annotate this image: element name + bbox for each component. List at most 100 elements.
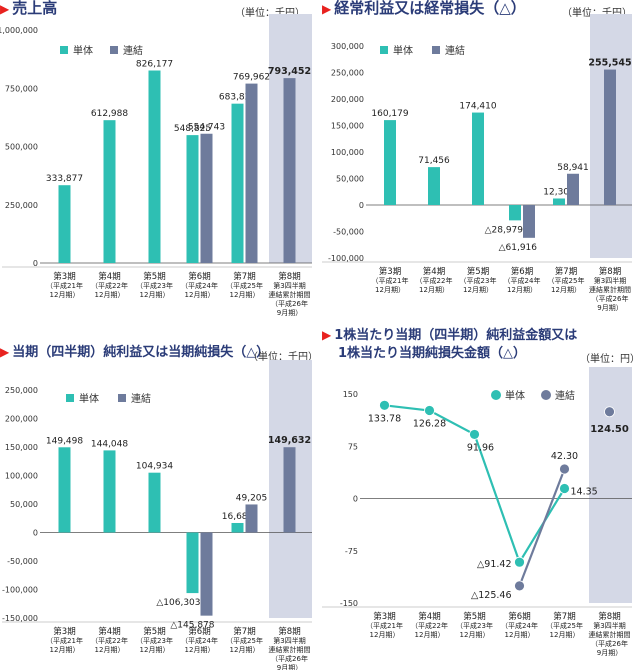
x-tick-label: 連結累計期間 — [269, 290, 311, 299]
x-tick-label: 第3期 — [53, 271, 75, 282]
x-tick-label: 第4期 — [418, 611, 440, 622]
data-label: 16,687 — [222, 512, 254, 522]
bar-consolidated — [200, 532, 213, 616]
data-label: 548,825 — [174, 124, 211, 134]
x-tick-label: 第8期 — [278, 271, 300, 282]
x-tick-label: 第6期 — [188, 626, 210, 637]
y-tick-label: 200,000 — [331, 95, 364, 104]
x-tick-label: 12月期） — [230, 646, 260, 654]
x-tick-label: （平成21年 — [46, 281, 83, 290]
x-tick-label: （平成26年 — [271, 654, 308, 663]
panel-sales: ▶ 売上高 （単位：千円） 0 250,000 500,000 750,000 1,000… — [0, 0, 318, 335]
x-tick-label: （平成24年 — [504, 276, 541, 285]
point-single — [514, 556, 525, 568]
x-tick-label: 9月期） — [597, 649, 622, 657]
legend-label-single: 単体 — [505, 389, 525, 402]
x-tick-label: （平成22年 — [411, 621, 448, 630]
legend-label-consolidated: 連結 — [131, 392, 151, 405]
x-tick-label: 12月期） — [550, 631, 580, 639]
legend-swatch-consolidated — [432, 46, 440, 54]
x-tick-label: 連結累計期間 — [269, 645, 311, 654]
data-label: 91.96 — [467, 442, 494, 453]
x-tick-label: （平成22年 — [416, 276, 453, 285]
x-tick-label: 12月期） — [140, 646, 170, 654]
bar-consolidated — [200, 133, 213, 263]
x-tick-label: 12月期） — [375, 286, 405, 294]
x-tick-label: 12月期） — [50, 291, 80, 299]
data-label: △145,878 — [170, 621, 214, 631]
x-tick-label: 第3四半期 — [273, 636, 305, 645]
y-tick-label: 300,000 — [331, 42, 364, 51]
x-tick-label: 連結累計期間 — [589, 630, 631, 639]
y-tick-label: -50,000 — [333, 228, 364, 237]
legend-label-consolidated: 連結 — [555, 389, 575, 402]
x-tick-label: 9月期） — [597, 304, 622, 312]
point-consolidated — [514, 580, 525, 592]
point-consolidated — [559, 463, 570, 475]
data-label: 49,205 — [236, 493, 268, 503]
triangle-marker-icon: ▶ — [322, 2, 332, 16]
point-single — [379, 399, 390, 411]
unit-label: （単位：千円） — [562, 8, 632, 19]
x-tick-label: 第3四半期 — [273, 281, 305, 290]
bar-consolidated — [604, 69, 616, 205]
x-tick-label: 12月期） — [551, 286, 581, 294]
x-tick-label: （平成23年 — [460, 276, 497, 285]
bar-consolidated — [283, 78, 296, 263]
x-tick-label: 第7期 — [555, 266, 577, 277]
y-tick-label: 0 — [33, 529, 38, 538]
x-tick-label: 12月期） — [95, 646, 125, 654]
y-tick-label: 250,000 — [5, 386, 38, 395]
unit-label: （単位：千円） — [248, 352, 318, 363]
data-label: 769,962 — [233, 73, 270, 83]
bar-single — [148, 70, 161, 263]
x-tick-label: （平成23年 — [136, 636, 173, 645]
x-tick-label: 連結累計期間 — [589, 285, 631, 294]
y-tick-label: 750,000 — [5, 84, 38, 93]
point-single — [469, 429, 480, 440]
x-tick-label: 第8期 — [278, 626, 300, 637]
x-tick-label: （平成25年 — [546, 621, 583, 630]
bar-single — [231, 103, 244, 263]
x-tick-label: 第8期 — [599, 266, 621, 277]
data-label: 683,825 — [219, 93, 256, 103]
legend-label-consolidated: 連結 — [123, 44, 143, 57]
bar-consolidated — [283, 447, 296, 533]
data-label: 71,456 — [418, 156, 450, 166]
x-tick-label: 第5期 — [143, 626, 165, 637]
legend-marker-single — [491, 390, 501, 400]
data-label: 612,988 — [91, 109, 128, 119]
bar-single — [148, 472, 161, 533]
x-tick-label: 第3期 — [373, 611, 395, 622]
data-label: 160,179 — [371, 109, 408, 119]
data-label: 104,934 — [136, 462, 173, 472]
y-tick-label: -75 — [345, 547, 358, 556]
data-label: △125.46 — [471, 590, 512, 601]
bar-single — [186, 532, 199, 594]
x-tick-label: （平成25年 — [226, 281, 263, 290]
x-tick-label: 第7期 — [233, 626, 255, 637]
y-tick-label: 50,000 — [10, 500, 38, 509]
x-tick-label: 第4期 — [98, 271, 120, 282]
x-tick-label: 第4期 — [423, 266, 445, 277]
y-tick-label: 500,000 — [5, 143, 38, 152]
triangle-marker-icon: ▶ — [0, 2, 10, 16]
x-tick-label: 第3期 — [379, 266, 401, 277]
x-tick-label: 第3四半期 — [594, 276, 626, 285]
chart-title: ▶ 経常利益又は経常損失（△） — [322, 0, 526, 18]
y-tick-label: 100,000 — [331, 148, 364, 157]
y-tick-label: 150 — [343, 390, 358, 399]
x-tick-label: 12月期） — [505, 631, 535, 639]
x-tick-label: （平成22年 — [91, 281, 128, 290]
y-tick-label: 100,000 — [5, 472, 38, 481]
y-tick-label: 0 — [353, 495, 358, 504]
bar-consolidated — [567, 173, 579, 205]
chart-title: ▶ 売上高 — [0, 0, 57, 18]
data-label: 124.50 — [590, 424, 629, 435]
x-tick-label: 第5期 — [143, 271, 165, 282]
data-label: 554,743 — [188, 123, 225, 133]
bar-single — [103, 120, 116, 263]
data-label: 149,498 — [46, 436, 83, 446]
legend-marker-consolidated — [541, 390, 551, 400]
x-tick-label: （平成24年 — [501, 621, 538, 630]
